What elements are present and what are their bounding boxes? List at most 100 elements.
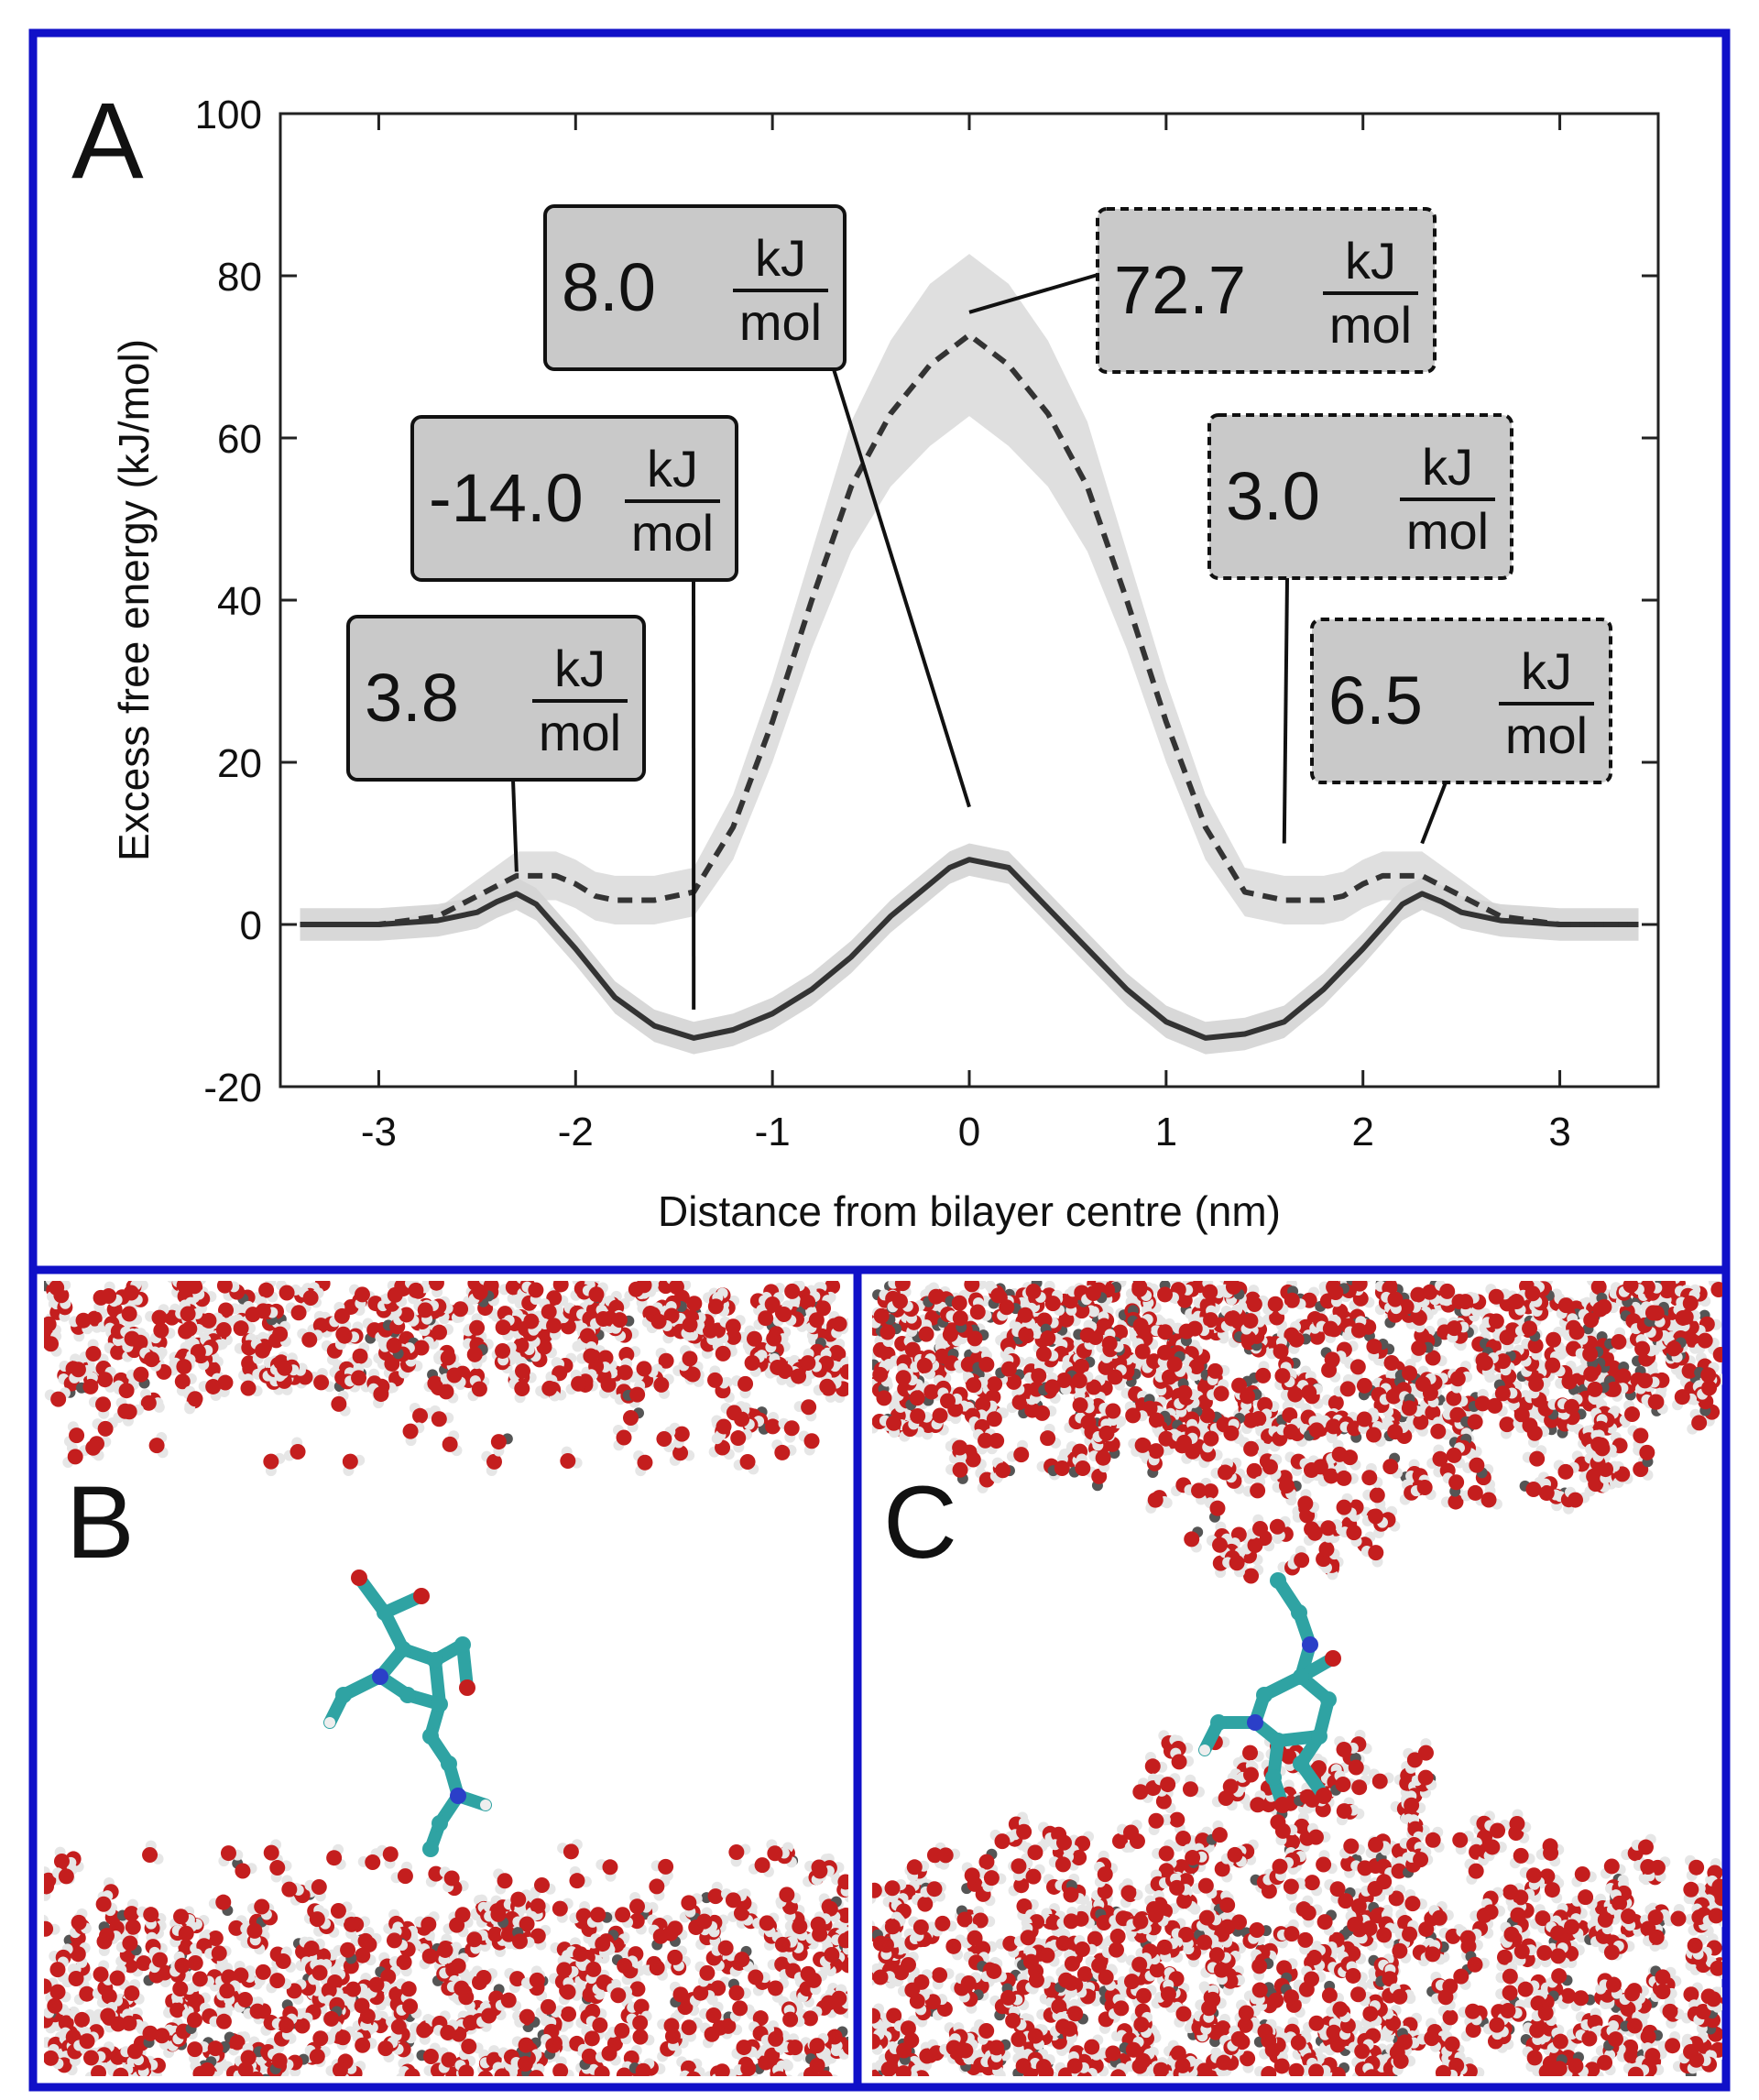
water-molecule — [628, 2058, 655, 2076]
water-molecule — [184, 1385, 203, 1412]
water-molecule — [351, 1927, 375, 1949]
water-molecule — [428, 1319, 454, 1340]
water-molecule — [805, 1970, 828, 1996]
water-molecule — [679, 2066, 705, 2076]
water-molecule — [493, 1868, 513, 1895]
water-molecule — [396, 1998, 422, 2019]
water-molecule — [171, 1981, 195, 2003]
water-molecule — [116, 1898, 140, 1922]
water-molecule — [1033, 1312, 1059, 1334]
water-molecule — [771, 1439, 797, 1460]
water-molecule — [1575, 1346, 1599, 1369]
water-molecule — [1166, 1351, 1186, 1377]
water-molecule — [587, 1936, 611, 1959]
water-molecule — [649, 1876, 671, 1901]
water-molecule — [467, 1375, 487, 1402]
water-molecule — [329, 1301, 350, 1328]
water-molecule — [1183, 1356, 1205, 1382]
water-molecule — [1442, 1472, 1465, 1497]
water-molecule — [254, 1963, 279, 1986]
water-molecule — [137, 1906, 159, 1930]
water-molecule — [1604, 1327, 1627, 1351]
water-molecule — [731, 1375, 754, 1399]
annotation-box — [543, 204, 847, 371]
water-molecule — [258, 1281, 279, 1303]
water-molecule — [495, 1992, 522, 2012]
water-molecule — [1081, 1285, 1108, 1306]
water-molecule — [154, 2024, 175, 2051]
water-molecule — [437, 2047, 457, 2073]
water-molecule — [330, 1901, 353, 1926]
annotation-leader — [1420, 782, 1448, 845]
water-molecule — [775, 1887, 802, 1908]
water-molecule — [433, 2019, 459, 2041]
water-molecule — [1073, 1321, 1098, 1343]
water-molecule — [399, 2066, 421, 2076]
annotation-4: 72.7 kJ mol — [968, 207, 1437, 374]
fraction-denominator: mol — [1406, 502, 1489, 560]
water-molecule — [275, 1947, 296, 1973]
water-molecule — [945, 1310, 968, 1333]
water-molecule — [211, 1373, 234, 1397]
water-molecule — [148, 1946, 169, 1974]
water-molecule — [234, 1333, 257, 1356]
water-molecule — [629, 1892, 652, 1915]
water-molecule — [530, 1924, 552, 1951]
water-molecule — [727, 1978, 751, 2001]
water-molecule — [52, 1864, 78, 1885]
water-molecule — [793, 1399, 817, 1422]
fraction-numerator: kJ — [755, 229, 806, 287]
water-molecule — [776, 1300, 797, 1327]
water-molecule — [991, 1457, 1011, 1483]
water-molecule — [169, 1354, 196, 1375]
water-molecule — [1618, 1281, 1644, 1297]
water-molecule — [1366, 1421, 1386, 1448]
water-molecule — [765, 1330, 789, 1353]
water-molecule — [297, 1328, 323, 1348]
water-molecule — [1218, 1281, 1245, 1300]
water-molecule — [1284, 1285, 1306, 1310]
water-molecule — [669, 1981, 689, 2008]
water-molecule — [587, 2063, 610, 2076]
water-molecule — [748, 1857, 774, 1877]
water-molecule — [805, 1307, 825, 1333]
water-molecule — [839, 1357, 848, 1380]
water-molecule — [1671, 1304, 1691, 1330]
water-molecule — [1280, 1386, 1305, 1409]
water-molecule — [1410, 1479, 1437, 1501]
water-molecule — [79, 1339, 102, 1362]
water-molecule — [115, 1935, 142, 1956]
water-molecule — [209, 2007, 233, 2029]
water-molecule — [45, 1984, 71, 2004]
water-molecule — [1382, 1419, 1409, 1440]
water-molecule — [1462, 1457, 1488, 1479]
water-molecule — [606, 2022, 632, 2045]
water-molecule — [552, 1898, 574, 1923]
water-molecule — [458, 2038, 484, 2061]
water-molecule — [181, 2008, 202, 2034]
water-molecule — [1101, 1329, 1124, 1352]
water-molecule — [298, 1286, 324, 1307]
x-tick-label: 2 — [1351, 1110, 1373, 1154]
water-molecule — [766, 1839, 790, 1862]
water-molecule — [707, 1292, 729, 1317]
annotation-5: 3.0 kJ mol — [1207, 413, 1513, 844]
water-molecule — [1207, 1379, 1229, 1402]
water-molecule — [1526, 1425, 1550, 1449]
annotation-box — [410, 415, 738, 582]
water-molecule — [684, 1361, 705, 1387]
water-molecule — [126, 1366, 150, 1389]
water-molecule — [323, 2006, 343, 2032]
water-molecule — [1249, 1361, 1272, 1384]
water-molecule — [331, 1390, 351, 1416]
water-molecule — [1430, 1416, 1453, 1440]
water-molecule — [582, 1282, 608, 1303]
water-molecule — [758, 1411, 781, 1435]
water-molecule — [1554, 1293, 1574, 1319]
water-molecule — [113, 1397, 134, 1424]
water-molecule — [1640, 1301, 1661, 1328]
annotation-box — [1096, 207, 1437, 374]
water-molecule — [419, 1943, 438, 1970]
water-molecule — [44, 1330, 62, 1357]
water-molecule — [359, 2007, 383, 2031]
